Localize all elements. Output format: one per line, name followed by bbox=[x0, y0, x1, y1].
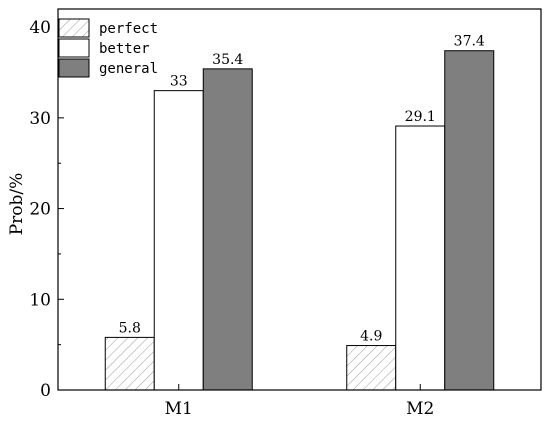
y-tick-label: 40 bbox=[29, 18, 51, 38]
bar-perfect-m2 bbox=[346, 345, 397, 391]
legend: perfect better general bbox=[58, 18, 158, 78]
legend-label-better: better bbox=[99, 41, 150, 57]
bars-layer bbox=[104, 50, 495, 391]
legend-swatch-better bbox=[58, 38, 90, 58]
legend-label-perfect: perfect bbox=[99, 21, 158, 37]
legend-label-general: general bbox=[99, 61, 158, 77]
bar-general-m2 bbox=[444, 50, 495, 391]
bar-perfect-m1 bbox=[104, 336, 155, 391]
y-tick-label: 30 bbox=[29, 109, 51, 129]
bar-better-m2 bbox=[395, 125, 446, 391]
bar-general-m1 bbox=[202, 68, 253, 391]
data-label-general-m1: 35.4 bbox=[212, 52, 243, 68]
legend-swatch-general bbox=[58, 58, 90, 78]
plot-frame bbox=[57, 8, 542, 391]
data-label-perfect-m2: 4.9 bbox=[360, 329, 382, 345]
legend-swatch-perfect bbox=[58, 18, 90, 38]
x-tick-label-m1: M1 bbox=[165, 399, 193, 419]
x-tick-label-m2: M2 bbox=[406, 399, 434, 419]
bar-better-m1 bbox=[153, 90, 204, 391]
data-labels-layer: 5.8 4.9 33 29.1 35.4 37.4 bbox=[119, 34, 485, 345]
data-label-perfect-m1: 5.8 bbox=[119, 320, 141, 336]
data-label-better-m2: 29.1 bbox=[405, 109, 436, 125]
axes-layer: 0 10 20 30 40 M1 M2 bbox=[29, 8, 542, 419]
data-label-better-m1: 33 bbox=[170, 74, 188, 90]
y-tick-label: 20 bbox=[29, 200, 51, 220]
y-axis-label: Prob/% bbox=[7, 173, 27, 236]
data-label-general-m2: 37.4 bbox=[454, 34, 485, 50]
y-tick-label: 0 bbox=[40, 381, 51, 401]
y-tick-label: 10 bbox=[29, 290, 51, 310]
